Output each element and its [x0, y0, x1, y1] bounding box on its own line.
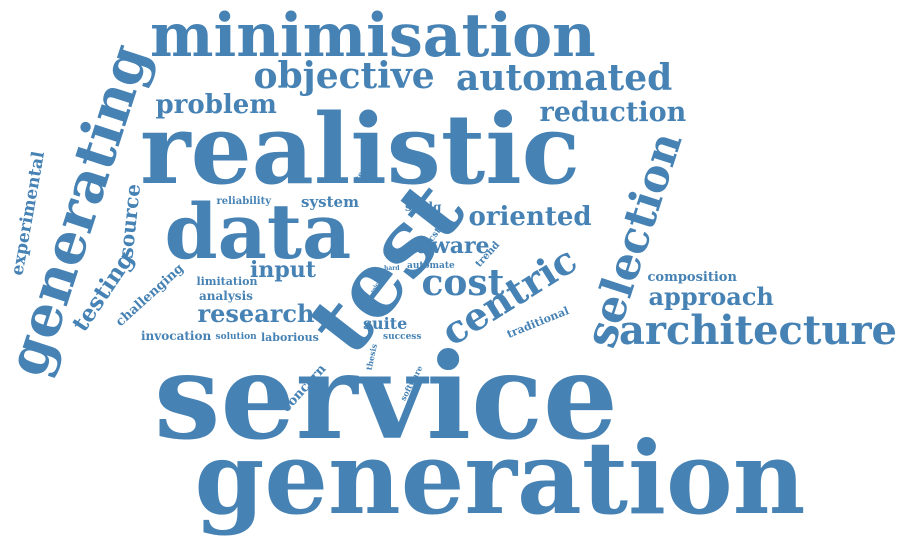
- word-service: service: [154, 327, 618, 466]
- word-laborious: laborious: [261, 330, 319, 344]
- word-system: system: [301, 192, 359, 211]
- word-solution: solution: [215, 331, 257, 342]
- word-aware: aware: [416, 233, 490, 259]
- word-limitation: limitation: [196, 274, 258, 288]
- word-source: source: [112, 182, 145, 260]
- word-problem: problem: [155, 90, 277, 120]
- word-research: research: [197, 299, 315, 328]
- word-sctdg: sctdg: [405, 200, 442, 214]
- word-objective: objective: [253, 55, 435, 97]
- word-reduction: reduction: [539, 96, 687, 128]
- word-automate: automate: [407, 260, 455, 271]
- word-input: input: [250, 257, 316, 283]
- word-success: success: [383, 331, 422, 342]
- word-automated: automated: [456, 57, 673, 99]
- word-approach: approach: [648, 282, 774, 311]
- word-minimisation: minimisation: [150, 1, 596, 71]
- word-reliability: reliability: [216, 196, 272, 207]
- word-realistic: realistic: [140, 93, 581, 206]
- word-hard: hard: [384, 265, 400, 272]
- word-invocation: invocation: [141, 329, 212, 343]
- word-composition: composition: [647, 269, 737, 285]
- word-architecture: architecture: [619, 307, 897, 354]
- word-data: data: [164, 187, 352, 276]
- word-analysis: analysis: [199, 289, 253, 303]
- word-generation: generation: [194, 419, 806, 537]
- word-oriented: oriented: [468, 202, 592, 232]
- word-cost: cost: [421, 262, 505, 304]
- word-suite: suite: [363, 314, 408, 333]
